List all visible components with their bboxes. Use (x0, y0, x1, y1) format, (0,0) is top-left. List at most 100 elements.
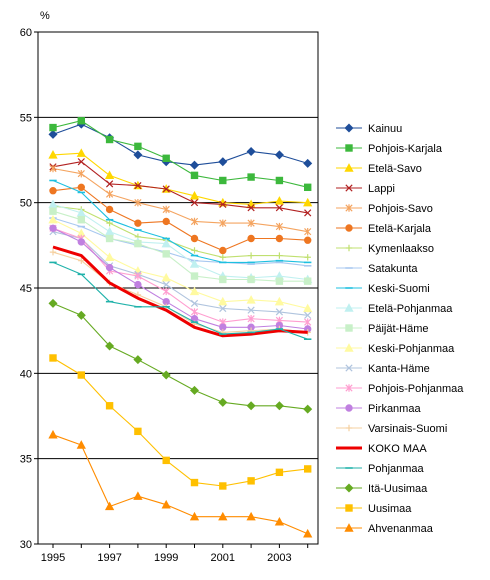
data-point (105, 263, 114, 272)
legend-label: KOKO MAA (368, 443, 427, 455)
data-point (344, 123, 354, 133)
series-p-ij-t-h-me (49, 207, 312, 285)
series-keski-suomi (49, 179, 312, 264)
data-point (162, 250, 170, 258)
data-point (77, 216, 85, 224)
data-point (162, 185, 170, 193)
data-point (134, 272, 142, 280)
legend-label: Pohjois-Karjala (368, 143, 443, 155)
data-point (162, 217, 170, 226)
data-point (345, 404, 353, 412)
legend-label: Keski-Pohjanmaa (368, 343, 455, 355)
data-point (304, 465, 312, 473)
data-point (246, 401, 256, 411)
data-point (76, 310, 86, 320)
y-tick-label: 35 (20, 454, 32, 466)
legend-item: Varsinais-Suomi (336, 423, 447, 435)
data-point (49, 187, 57, 195)
legend-label: Varsinais-Suomi (368, 423, 447, 435)
series-line (52, 245, 308, 338)
legend-item: Ahvenanmaa (336, 523, 434, 535)
legend-item: Pohjanmaa (336, 463, 425, 475)
x-tick-label: 1995 (41, 552, 65, 564)
y-axis: 30 35 40 45 50 55 60 (20, 27, 38, 551)
data-point (345, 184, 353, 192)
data-point (49, 224, 57, 232)
data-point (162, 287, 170, 296)
data-point (247, 173, 255, 181)
series-line (52, 251, 308, 333)
data-point (304, 254, 311, 261)
data-point (345, 144, 353, 152)
data-point (274, 150, 284, 160)
series-lappi (49, 158, 312, 217)
data-point (134, 280, 142, 289)
data-point (49, 207, 57, 215)
data-point (303, 197, 313, 207)
legend-label: Kymenlaakso (368, 243, 434, 255)
y-tick-label: 60 (20, 27, 32, 39)
x-axis: 1995 1997 1999 2001 2003 (41, 544, 309, 564)
data-point (105, 135, 114, 144)
legend-label: Etelä-Savo (368, 163, 422, 175)
data-series (48, 117, 313, 538)
data-point (219, 275, 227, 284)
data-point (77, 117, 85, 125)
data-point (345, 244, 353, 252)
data-point (345, 364, 353, 372)
data-point (162, 456, 170, 465)
legend: Kainuu Pohjois-Karjala Etelä-Savo Lappi Pohj… (336, 123, 464, 535)
data-point (344, 163, 354, 172)
data-point (134, 427, 142, 436)
data-point (303, 528, 313, 538)
data-point (344, 483, 354, 493)
y-tick-label: 40 (20, 368, 32, 380)
legend-label: Uusimaa (368, 503, 412, 515)
data-point (190, 199, 199, 207)
series-line (52, 217, 308, 267)
data-point (104, 252, 115, 261)
series-line (52, 186, 308, 252)
data-point (219, 219, 227, 227)
data-point (219, 254, 226, 261)
legend-item: Pohjois-Pohjanmaa (336, 383, 464, 395)
data-point (218, 157, 228, 167)
legend-item: Pirkanmaa (336, 403, 421, 415)
legend-item: Itä-Uusimaa (336, 483, 428, 495)
data-point (304, 236, 312, 244)
data-point (304, 209, 312, 217)
data-point (247, 315, 255, 323)
series-pohjois-karjala (49, 117, 312, 192)
y-axis-unit-label: % (40, 10, 50, 22)
data-point (77, 169, 85, 178)
data-point (345, 224, 353, 232)
series-line (52, 120, 308, 188)
data-point (218, 511, 228, 521)
data-point (76, 440, 86, 449)
series-line (52, 210, 308, 282)
data-point (219, 200, 227, 208)
data-point (104, 170, 115, 180)
data-point (345, 384, 353, 392)
legend-item: Keski-Pohjanmaa (336, 343, 455, 355)
data-point (105, 402, 114, 410)
data-point (304, 318, 312, 326)
data-point (77, 158, 85, 166)
x-tick-label: 2001 (211, 552, 235, 564)
legend-label: Satakunta (368, 263, 418, 275)
data-point (48, 214, 58, 224)
series-etel-karjala (49, 183, 312, 255)
data-point (77, 371, 85, 379)
data-point (246, 511, 256, 521)
series-koko-maa (52, 245, 308, 338)
data-point (275, 277, 284, 285)
data-point (303, 404, 313, 414)
x-tick-label: 1999 (154, 552, 178, 564)
legend-item: Kainuu (336, 123, 402, 135)
data-point (247, 234, 255, 243)
series-line (52, 227, 308, 330)
y-tick-label: 50 (20, 198, 32, 210)
data-point (76, 148, 86, 157)
data-point (49, 248, 57, 256)
data-point (77, 183, 86, 192)
